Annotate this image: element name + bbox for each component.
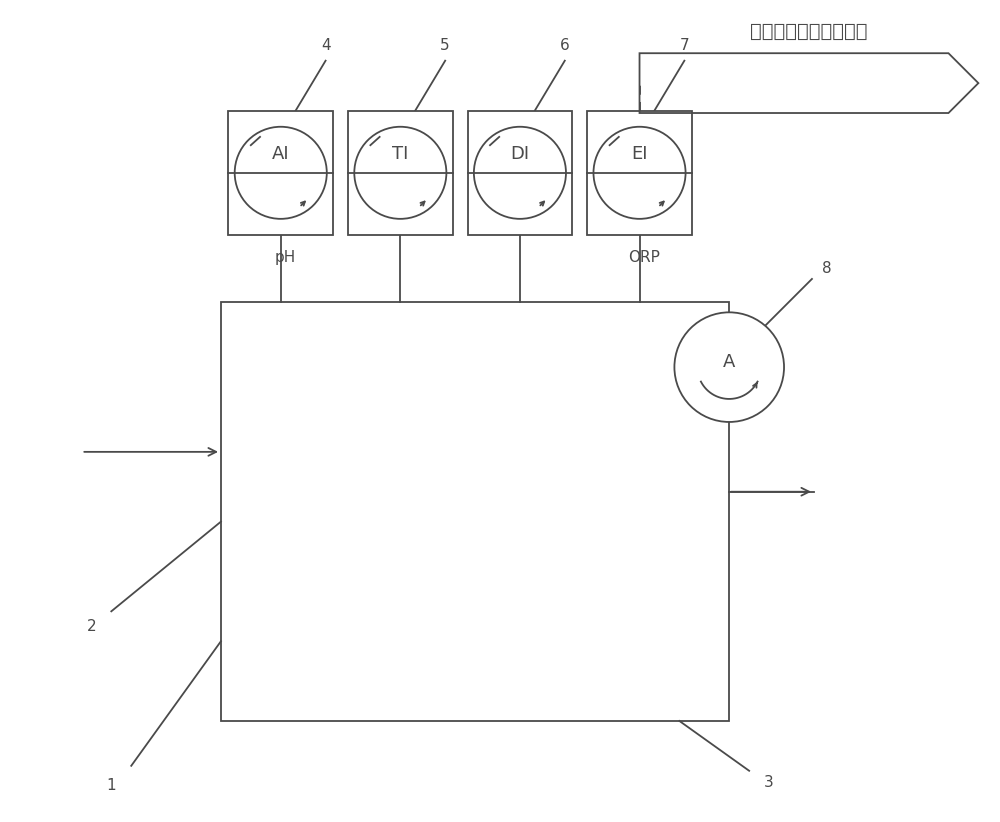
Text: 7: 7 [680, 39, 689, 53]
Polygon shape [468, 110, 572, 235]
Circle shape [674, 312, 784, 422]
Text: 3: 3 [764, 775, 774, 790]
Text: 6: 6 [560, 39, 570, 53]
Polygon shape [587, 110, 692, 235]
Polygon shape [228, 110, 333, 235]
Text: EI: EI [631, 145, 648, 163]
Text: pH: pH [275, 250, 296, 265]
Text: 2: 2 [87, 619, 96, 634]
Polygon shape [348, 110, 453, 235]
Text: 4: 4 [321, 39, 330, 53]
Text: DI: DI [510, 145, 529, 163]
Text: 与氧化风调节阀等连锁: 与氧化风调节阀等连锁 [750, 22, 868, 41]
Text: 5: 5 [440, 39, 450, 53]
Text: 1: 1 [107, 778, 116, 793]
Text: ORP: ORP [629, 250, 660, 265]
Text: AI: AI [272, 145, 290, 163]
Text: 8: 8 [822, 261, 832, 276]
Text: TI: TI [392, 145, 409, 163]
Text: A: A [723, 353, 735, 372]
